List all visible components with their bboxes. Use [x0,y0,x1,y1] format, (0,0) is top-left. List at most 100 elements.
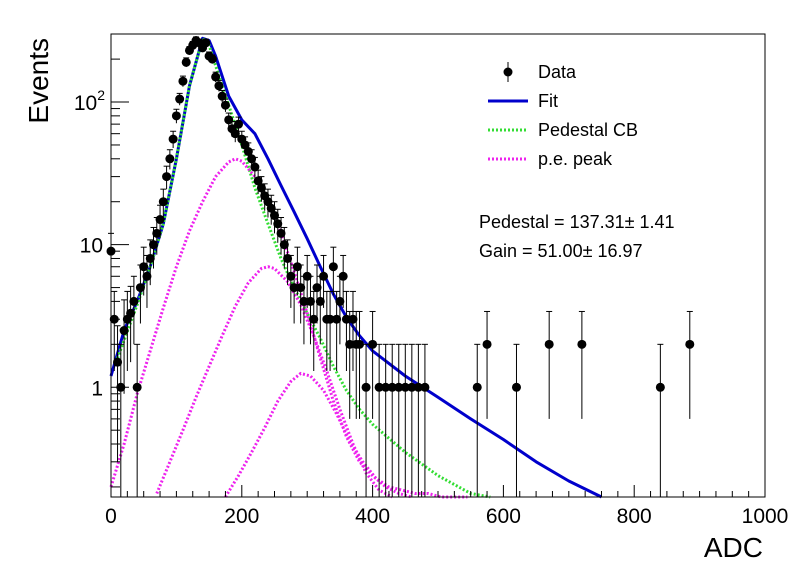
legend-label: p.e. peak [538,149,613,169]
data-point [135,283,145,293]
y-tick-label: 102 [74,87,105,115]
data-point [319,271,329,281]
data-point [305,296,315,306]
data-point [341,314,351,324]
data-point [407,382,417,392]
data-point [142,271,152,281]
data-point [178,76,188,86]
data-point [234,119,244,129]
data-point [655,382,665,392]
data-point [224,115,234,125]
data-point [256,183,266,193]
data-point [201,38,211,48]
data-point [155,215,165,225]
fit-stat-line: Gain = 51.00± 16.97 [479,241,643,261]
data-point [253,176,263,186]
data-point [361,382,371,392]
data-point [289,283,299,293]
data-point [374,382,384,392]
data-point [345,339,355,349]
data-point [273,219,283,229]
data-point [511,382,521,392]
pedestal-cb-curve [116,36,491,499]
data-point [309,314,319,324]
y-tick-label: 10 [80,235,103,258]
data-point [247,154,257,164]
x-tick-label: 600 [486,505,521,528]
data-point [335,296,345,306]
data-point [482,339,492,349]
x-tick-label: 1000 [742,505,789,528]
data-point [348,314,358,324]
data-point [296,283,306,293]
data-point [394,382,404,392]
data-point [181,57,191,67]
legend-label: Fit [538,91,558,111]
data-point [332,314,342,324]
data-point [113,357,123,367]
data-point [387,382,397,392]
data-point [126,308,136,318]
data-point [544,339,554,349]
data-point [162,172,172,182]
data-point [266,203,276,213]
fit-stat-line: Pedestal = 137.31± 1.41 [479,212,675,232]
data-point [158,197,168,207]
axes: 0 200 400 600 800 1000 1 10 102 [74,33,789,528]
legend: Data Fit Pedestal CB p.e. peak [488,62,638,169]
data-point [420,382,430,392]
data-point [355,339,365,349]
legend-marker [503,67,513,77]
data-point [207,54,217,64]
fit-stats: Pedestal = 137.31± 1.41 Gain = 51.00± 16.… [479,212,675,261]
data-point [286,271,296,281]
x-axis-title: ADC [704,532,763,563]
data-point [276,228,286,238]
data-point [145,253,155,263]
data-point [325,314,335,324]
data-point [577,339,587,349]
data-point [214,81,224,91]
y-axis-title: Events [23,38,54,124]
y-tick-label: 1 [91,377,103,400]
data-point [472,382,482,392]
data-point [279,240,289,250]
legend-label: Pedestal CB [538,120,638,140]
data-point [139,262,149,272]
data-point [250,162,260,172]
x-tick-label: 0 [105,505,117,528]
x-tick-label: 200 [224,505,259,528]
data-point [217,91,227,101]
data-point [270,211,279,221]
data-point [328,262,338,272]
data-points [106,36,695,497]
data-point [292,262,302,272]
data-point [211,72,221,82]
data-point [168,134,178,144]
data-point [381,382,391,392]
data-point [220,100,230,110]
x-tick-label: 400 [355,505,390,528]
data-point [129,296,139,306]
data-point [132,382,142,392]
data-point [400,382,410,392]
data-point [230,129,240,139]
data-point [302,271,312,281]
data-point [171,111,181,121]
data-point [119,326,129,336]
legend-label: Data [538,62,577,82]
data-point [312,283,322,293]
data-point [149,240,159,250]
data-point [299,296,309,306]
pe-peak-curve [224,371,468,499]
fit-curve [109,36,603,499]
data-point [152,228,162,238]
data-point [283,253,293,263]
data-point [368,339,378,349]
x-tick-label: 800 [617,505,652,528]
data-point [315,296,325,306]
data-point [338,271,348,281]
data-point [685,339,695,349]
